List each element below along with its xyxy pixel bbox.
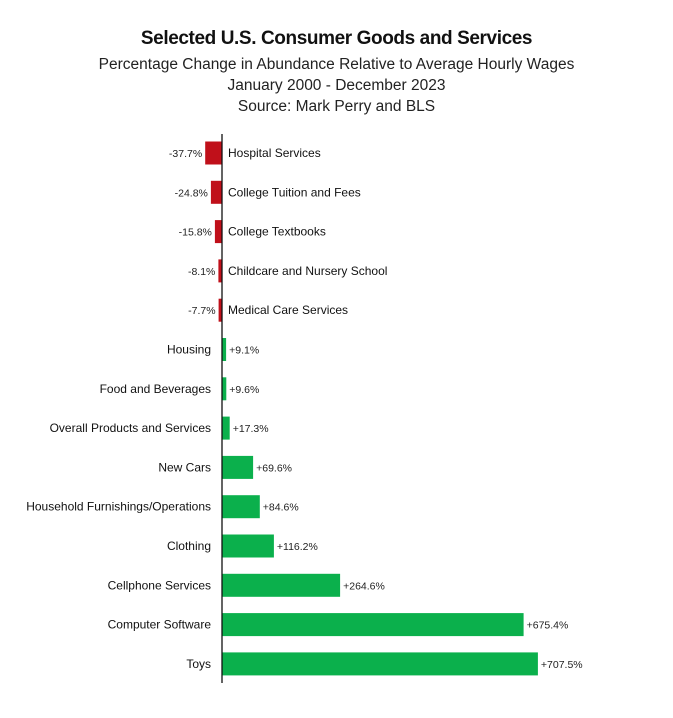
chart-title: Selected U.S. Consumer Goods and Service…	[140, 28, 533, 49]
value-label: -37.7%	[169, 148, 202, 160]
bar	[222, 534, 274, 558]
category-label: Overall Products and Services	[50, 421, 211, 435]
category-label: Cellphone Services	[108, 578, 211, 592]
bar	[218, 298, 222, 322]
value-label: +9.6%	[229, 384, 259, 396]
bar	[222, 377, 227, 401]
value-label: -24.8%	[175, 187, 208, 199]
category-label: Household Furnishings/Operations	[26, 500, 211, 514]
category-label: Toys	[186, 657, 211, 671]
chart-date-range: January 2000 - December 2023	[227, 77, 446, 94]
value-label: +17.3%	[233, 423, 269, 435]
bar	[222, 416, 230, 440]
bar	[222, 338, 227, 361]
chart-source: Source: Mark Perry and BLS	[237, 98, 436, 115]
category-label: Medical Care Services	[228, 303, 348, 317]
value-label: +9.1%	[229, 345, 259, 357]
bar	[210, 180, 222, 204]
value-label: +116.2%	[277, 541, 318, 553]
value-label: +264.6%	[343, 580, 385, 592]
category-label: Childcare and Nursery School	[228, 264, 387, 278]
category-label: Hospital Services	[228, 146, 321, 160]
value-label: +84.6%	[263, 502, 299, 514]
bar	[218, 259, 222, 283]
bar	[222, 495, 260, 519]
category-label: Computer Software	[108, 618, 212, 632]
bar	[222, 652, 538, 676]
value-label: +675.4%	[527, 620, 569, 632]
category-label: New Cars	[158, 460, 211, 474]
bar	[222, 613, 524, 637]
category-label: Housing	[167, 343, 211, 357]
category-label: Clothing	[167, 539, 211, 553]
category-label: College Textbooks	[228, 225, 326, 239]
value-label: +707.5%	[541, 659, 583, 671]
bar	[222, 455, 254, 479]
bar	[214, 220, 222, 244]
category-label: College Tuition and Fees	[228, 185, 361, 199]
value-label: -15.8%	[179, 227, 212, 239]
bar	[205, 141, 222, 165]
value-label: +69.6%	[256, 462, 292, 474]
bar	[222, 573, 341, 597]
value-label: -8.1%	[188, 266, 215, 278]
category-label: Food and Beverages	[100, 382, 211, 396]
value-label: -7.7%	[188, 305, 215, 317]
chart-subtitle: Percentage Change in Abundance Relative …	[98, 56, 575, 73]
